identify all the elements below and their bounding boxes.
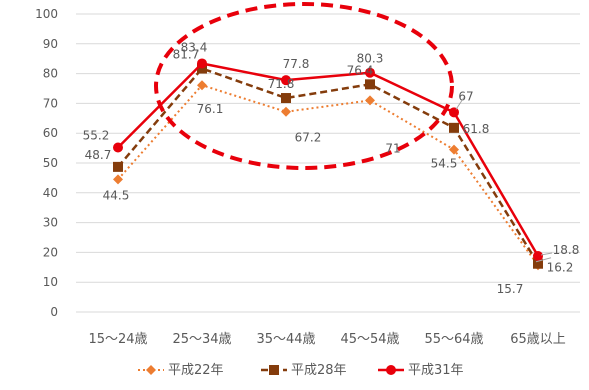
data-label: 77.8 bbox=[283, 57, 310, 71]
series-line bbox=[117, 84, 539, 266]
legend-marker bbox=[386, 365, 396, 375]
data-point bbox=[113, 174, 123, 185]
data-point bbox=[449, 122, 459, 133]
data-point bbox=[197, 63, 207, 74]
data-label: 44.5 bbox=[103, 188, 130, 202]
data-label: 16.2 bbox=[547, 261, 574, 275]
data-point bbox=[533, 250, 543, 261]
data-label: 76.1 bbox=[197, 102, 224, 116]
y-tick-label: 70 bbox=[43, 96, 58, 110]
y-tick-label: 40 bbox=[43, 186, 58, 200]
y-tick-label: 0 bbox=[50, 305, 58, 319]
legend-marker bbox=[269, 365, 279, 375]
data-point bbox=[281, 75, 291, 86]
data-point bbox=[365, 67, 375, 78]
y-tick-label: 20 bbox=[43, 245, 58, 259]
data-point bbox=[533, 258, 543, 269]
series-layer bbox=[113, 58, 543, 271]
data-label: 83.4 bbox=[181, 40, 208, 54]
data-point bbox=[113, 142, 123, 153]
leader-line bbox=[535, 257, 552, 263]
series-line bbox=[117, 62, 540, 257]
data-label: 15.7 bbox=[497, 282, 524, 296]
annotation-layer bbox=[154, 2, 454, 170]
grid-lines bbox=[76, 13, 580, 313]
leader-line bbox=[455, 97, 465, 110]
data-point bbox=[281, 93, 291, 104]
data-label: 71 bbox=[385, 141, 400, 155]
data-label: 71.8 bbox=[268, 77, 295, 91]
y-tick-label: 90 bbox=[43, 37, 58, 51]
data-label: 67.2 bbox=[295, 131, 322, 145]
legend: 平成22年 平成28年 平成31年 bbox=[138, 363, 464, 378]
legend-label: 平成22年 bbox=[168, 363, 224, 378]
data-label: 80.3 bbox=[357, 52, 384, 66]
x-axis: 15～24歳 25～34歳 35～44歳 45～54歳 55～64歳 65歳以上 bbox=[88, 332, 565, 347]
data-label: 81.7 bbox=[173, 48, 200, 62]
data-point bbox=[449, 144, 459, 155]
data-labels: 44.5 76.1 67.2 71 54.5 15.7 48.7 81.7 71.8 76.4 61… bbox=[83, 40, 580, 296]
data-point bbox=[113, 161, 123, 172]
data-label: 67 bbox=[458, 89, 473, 103]
data-point bbox=[281, 106, 291, 117]
data-point bbox=[197, 80, 207, 91]
data-label: 54.5 bbox=[431, 157, 458, 171]
x-tick-label: 35～44歳 bbox=[256, 332, 315, 347]
data-point bbox=[197, 58, 207, 69]
legend-label: 平成31年 bbox=[408, 363, 464, 378]
data-point bbox=[365, 95, 375, 106]
y-tick-label: 10 bbox=[43, 275, 58, 289]
x-tick-label: 65歳以上 bbox=[510, 332, 566, 347]
highlight-ellipse bbox=[154, 2, 454, 170]
data-label: 48.7 bbox=[85, 148, 112, 162]
data-point bbox=[365, 79, 375, 90]
legend-marker bbox=[146, 365, 156, 375]
data-label: 55.2 bbox=[83, 129, 110, 143]
legend-label: 平成28年 bbox=[291, 363, 347, 378]
y-tick-label: 100 bbox=[35, 7, 58, 21]
y-tick-label: 60 bbox=[43, 126, 58, 140]
series-line bbox=[117, 67, 540, 265]
data-label: 18.8 bbox=[553, 243, 580, 257]
leader-line bbox=[540, 252, 553, 256]
x-tick-label: 15～24歳 bbox=[88, 332, 147, 347]
y-tick-label: 80 bbox=[43, 67, 58, 81]
x-tick-label: 45～54歳 bbox=[340, 332, 399, 347]
y-axis: 0 10 20 30 40 50 60 70 80 90 100 bbox=[35, 7, 58, 319]
data-point bbox=[449, 107, 459, 118]
y-tick-label: 50 bbox=[43, 156, 58, 170]
x-tick-label: 25～34歳 bbox=[172, 332, 231, 347]
y-tick-label: 30 bbox=[43, 216, 58, 230]
x-tick-label: 55～64歳 bbox=[424, 332, 483, 347]
data-label: 76.4 bbox=[347, 63, 374, 77]
data-label: 61.8 bbox=[463, 122, 490, 136]
